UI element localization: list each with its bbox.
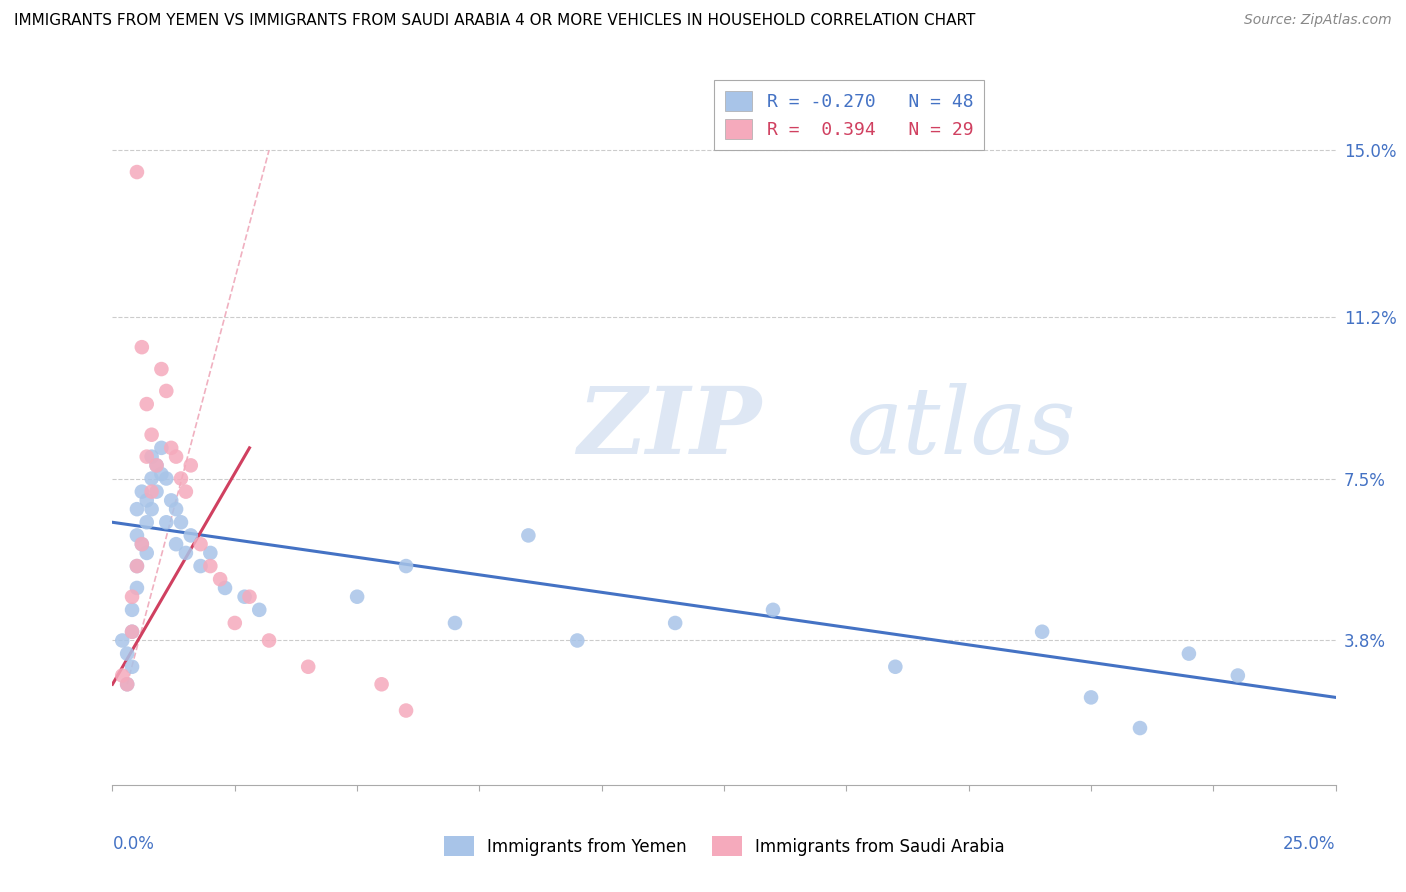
Point: [762, 603, 785, 617]
Point: [125, 559, 148, 574]
Point: [160, 493, 183, 508]
Point: [180, 528, 202, 542]
Point: [155, 384, 177, 398]
Point: [141, 502, 163, 516]
Point: [131, 340, 153, 354]
Point: [145, 484, 167, 499]
Point: [567, 633, 589, 648]
Point: [135, 493, 157, 508]
Point: [131, 537, 153, 551]
Point: [180, 458, 202, 473]
Point: [150, 441, 173, 455]
Point: [346, 590, 368, 604]
Point: [884, 659, 907, 673]
Point: [214, 581, 236, 595]
Legend: R = -0.270   N = 48, R =  0.394   N = 29: R = -0.270 N = 48, R = 0.394 N = 29: [714, 80, 984, 150]
Text: atlas: atlas: [846, 384, 1076, 473]
Point: [115, 677, 138, 691]
Point: [155, 471, 177, 485]
Point: [131, 537, 153, 551]
Point: [121, 603, 143, 617]
Point: [121, 624, 143, 639]
Point: [247, 603, 270, 617]
Point: [200, 546, 222, 560]
Point: [165, 450, 187, 464]
Point: [115, 677, 138, 691]
Point: [444, 615, 467, 630]
Point: [125, 559, 148, 574]
Point: [190, 537, 212, 551]
Point: [1226, 668, 1249, 682]
Text: Source: ZipAtlas.com: Source: ZipAtlas.com: [1244, 13, 1392, 28]
Point: [370, 677, 392, 691]
Text: 0.0%: 0.0%: [112, 835, 155, 853]
Point: [141, 484, 163, 499]
Point: [233, 590, 256, 604]
Text: 25.0%: 25.0%: [1284, 835, 1336, 853]
Point: [664, 615, 686, 630]
Point: [111, 668, 134, 682]
Point: [125, 528, 148, 542]
Point: [170, 516, 193, 530]
Point: [517, 528, 540, 542]
Point: [1178, 647, 1201, 661]
Point: [155, 516, 177, 530]
Point: [141, 427, 163, 442]
Point: [150, 362, 173, 376]
Point: [1031, 624, 1053, 639]
Point: [174, 484, 197, 499]
Point: [131, 484, 153, 499]
Point: [141, 450, 163, 464]
Point: [257, 633, 280, 648]
Point: [135, 450, 157, 464]
Point: [297, 659, 319, 673]
Point: [190, 559, 212, 574]
Point: [145, 458, 167, 473]
Point: [135, 397, 157, 411]
Point: [165, 537, 187, 551]
Point: [174, 546, 197, 560]
Point: [121, 624, 143, 639]
Point: [395, 704, 418, 718]
Point: [135, 516, 157, 530]
Point: [200, 559, 222, 574]
Point: [115, 647, 138, 661]
Point: [170, 471, 193, 485]
Point: [1129, 721, 1152, 735]
Point: [224, 615, 246, 630]
Text: IMMIGRANTS FROM YEMEN VS IMMIGRANTS FROM SAUDI ARABIA 4 OR MORE VEHICLES IN HOUS: IMMIGRANTS FROM YEMEN VS IMMIGRANTS FROM…: [14, 13, 976, 29]
Point: [238, 590, 260, 604]
Point: [125, 502, 148, 516]
Point: [135, 546, 157, 560]
Point: [121, 659, 143, 673]
Text: ZIP: ZIP: [578, 384, 762, 473]
Point: [209, 572, 232, 586]
Point: [160, 441, 183, 455]
Point: [141, 471, 163, 485]
Point: [145, 458, 167, 473]
Point: [150, 467, 173, 482]
Point: [125, 581, 148, 595]
Point: [111, 633, 134, 648]
Point: [395, 559, 418, 574]
Point: [121, 590, 143, 604]
Point: [125, 165, 148, 179]
Point: [1080, 690, 1102, 705]
Point: [165, 502, 187, 516]
